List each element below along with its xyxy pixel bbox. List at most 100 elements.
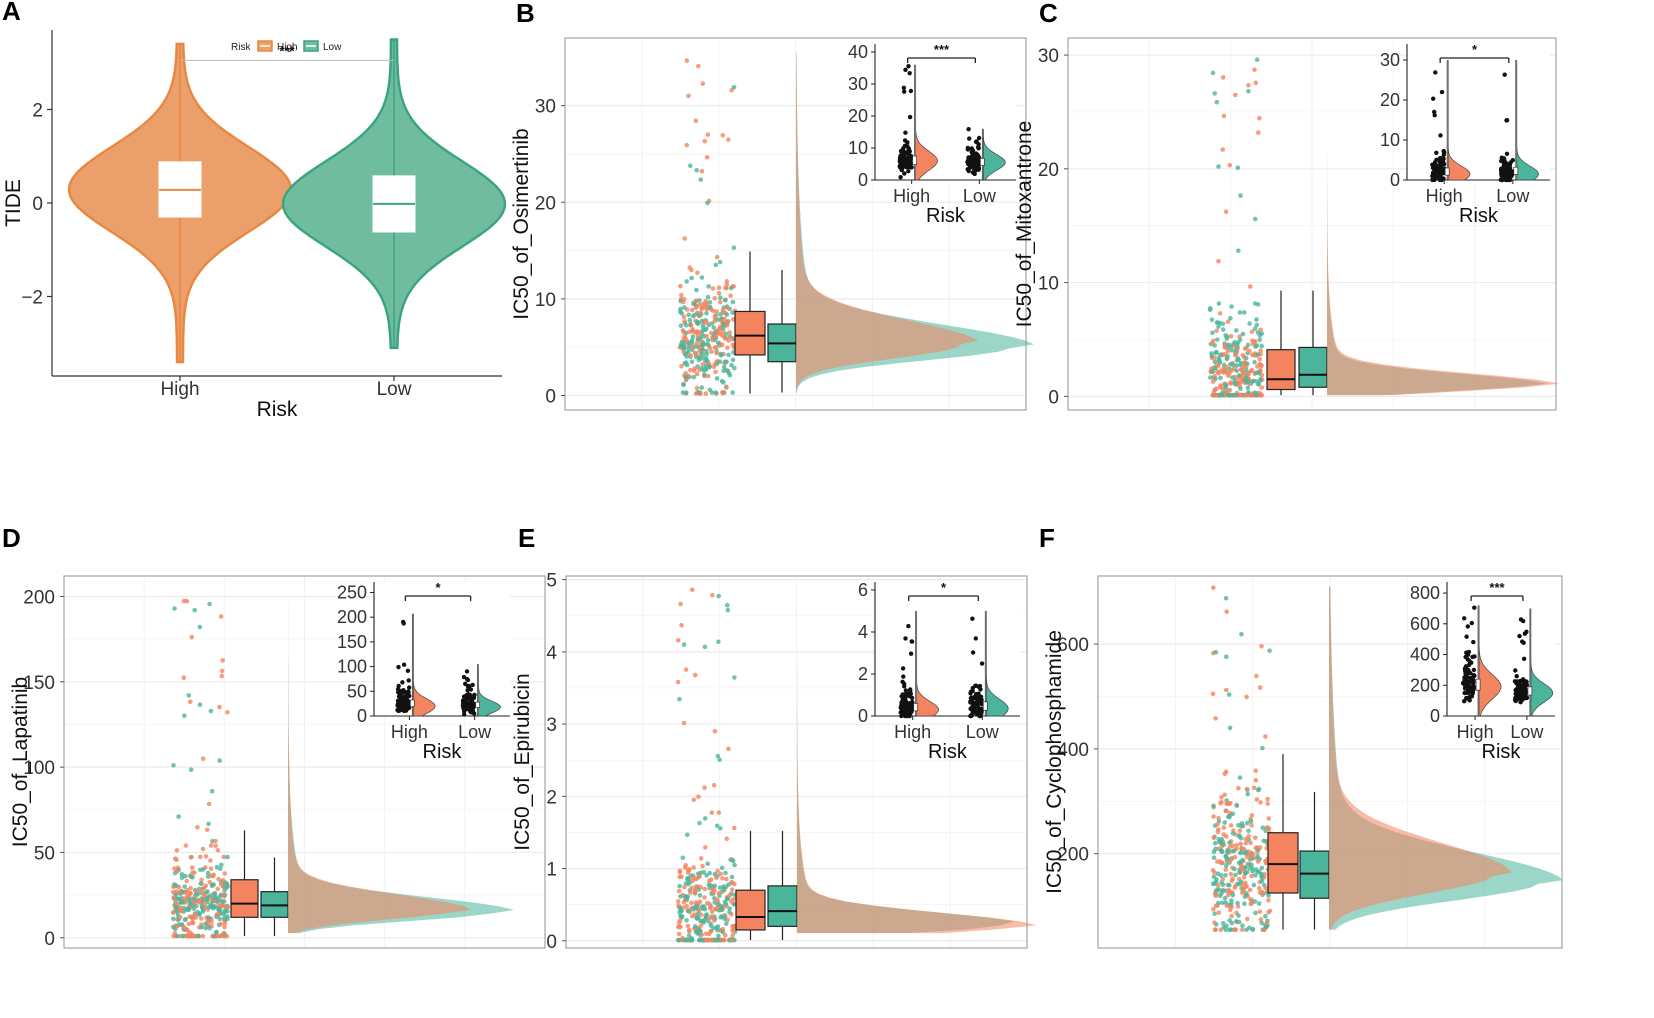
inset-x-axis-title: Risk bbox=[423, 741, 463, 763]
jitter-point bbox=[700, 864, 705, 869]
jitter-point bbox=[730, 311, 735, 316]
jitter-point bbox=[730, 880, 735, 885]
jitter-point bbox=[1229, 858, 1234, 863]
jitter-point bbox=[1236, 786, 1241, 791]
jitter-point bbox=[172, 606, 177, 611]
inset-point bbox=[906, 169, 910, 173]
jitter-point bbox=[1212, 911, 1217, 916]
inset-mini-box bbox=[410, 700, 414, 707]
jitter-point bbox=[1238, 386, 1243, 391]
jitter-point bbox=[171, 925, 176, 930]
jitter-point bbox=[1228, 380, 1233, 385]
jitter-point bbox=[1215, 822, 1220, 827]
inset-point bbox=[1467, 690, 1471, 694]
jitter-point bbox=[690, 359, 695, 364]
jitter-point bbox=[175, 934, 180, 939]
jitter-point bbox=[1234, 843, 1239, 848]
jitter-point bbox=[220, 674, 225, 679]
inset-mini-box bbox=[983, 702, 987, 711]
inset-x-axis-title: Risk bbox=[928, 741, 968, 763]
inset-point bbox=[900, 168, 904, 172]
jitter-point bbox=[699, 938, 704, 943]
inset-y-tick-label: 10 bbox=[848, 138, 868, 158]
jitter-point bbox=[1223, 820, 1228, 825]
jitter-point bbox=[1228, 163, 1233, 168]
inset-point bbox=[1500, 178, 1504, 182]
jitter-point bbox=[1234, 393, 1239, 398]
jitter-point bbox=[701, 324, 706, 329]
inset-point bbox=[1461, 681, 1465, 685]
y-axis-title: TIDE bbox=[2, 179, 25, 227]
jitter-point bbox=[700, 169, 705, 174]
jitter-point bbox=[1265, 825, 1270, 830]
inset-point bbox=[976, 145, 980, 149]
jitter-point bbox=[207, 802, 212, 807]
inset-point bbox=[1507, 172, 1511, 176]
jitter-point bbox=[1213, 894, 1218, 899]
jitter-point bbox=[216, 912, 221, 917]
jitter-point bbox=[686, 876, 691, 881]
jitter-point bbox=[722, 938, 727, 943]
jitter-point bbox=[718, 360, 723, 365]
y-axis-title: IC50_of_Osimertinib bbox=[510, 128, 533, 319]
jitter-point bbox=[718, 260, 723, 265]
jitter-point bbox=[713, 362, 718, 367]
jitter-point bbox=[1252, 786, 1257, 791]
inset-point bbox=[1442, 149, 1446, 153]
jitter-point bbox=[1254, 674, 1259, 679]
inset-point bbox=[1472, 606, 1476, 610]
jitter-point bbox=[188, 886, 193, 891]
panel-C: 0102030IC50_of_Mitoxantrone 0102030High Lo… bbox=[1013, 38, 1560, 410]
inset-point bbox=[396, 665, 400, 669]
jitter-point bbox=[1227, 393, 1232, 398]
jitter-point bbox=[1216, 321, 1221, 326]
jitter-point bbox=[715, 376, 720, 381]
jitter-point bbox=[1250, 368, 1255, 373]
jitter-point bbox=[1223, 352, 1228, 357]
jitter-point bbox=[207, 926, 212, 931]
inset-point bbox=[967, 136, 971, 140]
jitter-point bbox=[697, 821, 702, 826]
jitter-point bbox=[1215, 362, 1220, 367]
jitter-point bbox=[681, 856, 686, 861]
legend-label-low: Low bbox=[323, 42, 342, 53]
jitter-point bbox=[1238, 828, 1243, 833]
jitter-point bbox=[1210, 317, 1215, 322]
panel-label-D: D bbox=[2, 523, 21, 553]
inset-point bbox=[909, 89, 913, 93]
inset-point bbox=[1434, 151, 1438, 155]
jitter-point bbox=[717, 757, 722, 762]
jitter-point bbox=[718, 312, 723, 317]
jitter-point bbox=[1260, 331, 1265, 336]
jitter-point bbox=[712, 296, 717, 301]
inset-point bbox=[966, 158, 970, 162]
inset-point bbox=[901, 146, 905, 150]
jitter-point bbox=[225, 710, 230, 715]
jitter-point bbox=[1248, 888, 1253, 893]
jitter-point bbox=[695, 916, 700, 921]
jitter-point bbox=[697, 303, 702, 308]
inset-x-tick-label: Low bbox=[1510, 722, 1544, 742]
jitter-point bbox=[1227, 840, 1232, 845]
jitter-point bbox=[699, 177, 704, 182]
jitter-point bbox=[182, 675, 187, 680]
jitter-point bbox=[172, 866, 177, 871]
jitter-point bbox=[1236, 823, 1241, 828]
jitter-point bbox=[706, 295, 711, 300]
jitter-point bbox=[1236, 248, 1241, 253]
inset-point bbox=[904, 688, 908, 692]
jitter-point bbox=[705, 861, 710, 866]
box-low bbox=[1300, 851, 1329, 898]
jitter-point bbox=[1221, 75, 1226, 80]
jitter-point bbox=[1250, 338, 1255, 343]
jitter-point bbox=[184, 908, 189, 913]
y-tick-label: 30 bbox=[535, 97, 556, 118]
jitter-point bbox=[1245, 917, 1250, 922]
jitter-point bbox=[1263, 886, 1268, 891]
inset-y-tick-label: 400 bbox=[1410, 645, 1440, 665]
jitter-point bbox=[180, 875, 185, 880]
jitter-point bbox=[721, 329, 726, 334]
jitter-point bbox=[723, 933, 728, 938]
inset-y-tick-label: 40 bbox=[848, 42, 868, 62]
jitter-point bbox=[1220, 849, 1225, 854]
